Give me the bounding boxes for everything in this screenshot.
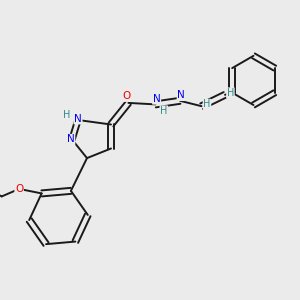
Text: O: O	[123, 91, 131, 101]
Text: H: H	[160, 106, 167, 116]
Text: N: N	[177, 90, 185, 100]
Text: N: N	[74, 114, 82, 124]
Text: N: N	[153, 94, 160, 104]
Text: O: O	[15, 184, 23, 194]
Text: N: N	[67, 134, 75, 145]
Text: H: H	[63, 110, 70, 120]
Text: H: H	[227, 88, 234, 98]
Text: H: H	[203, 99, 211, 110]
